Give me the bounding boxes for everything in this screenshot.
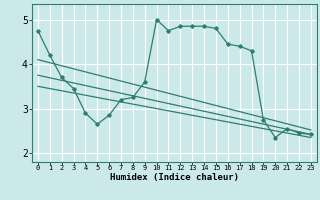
X-axis label: Humidex (Indice chaleur): Humidex (Indice chaleur): [110, 173, 239, 182]
